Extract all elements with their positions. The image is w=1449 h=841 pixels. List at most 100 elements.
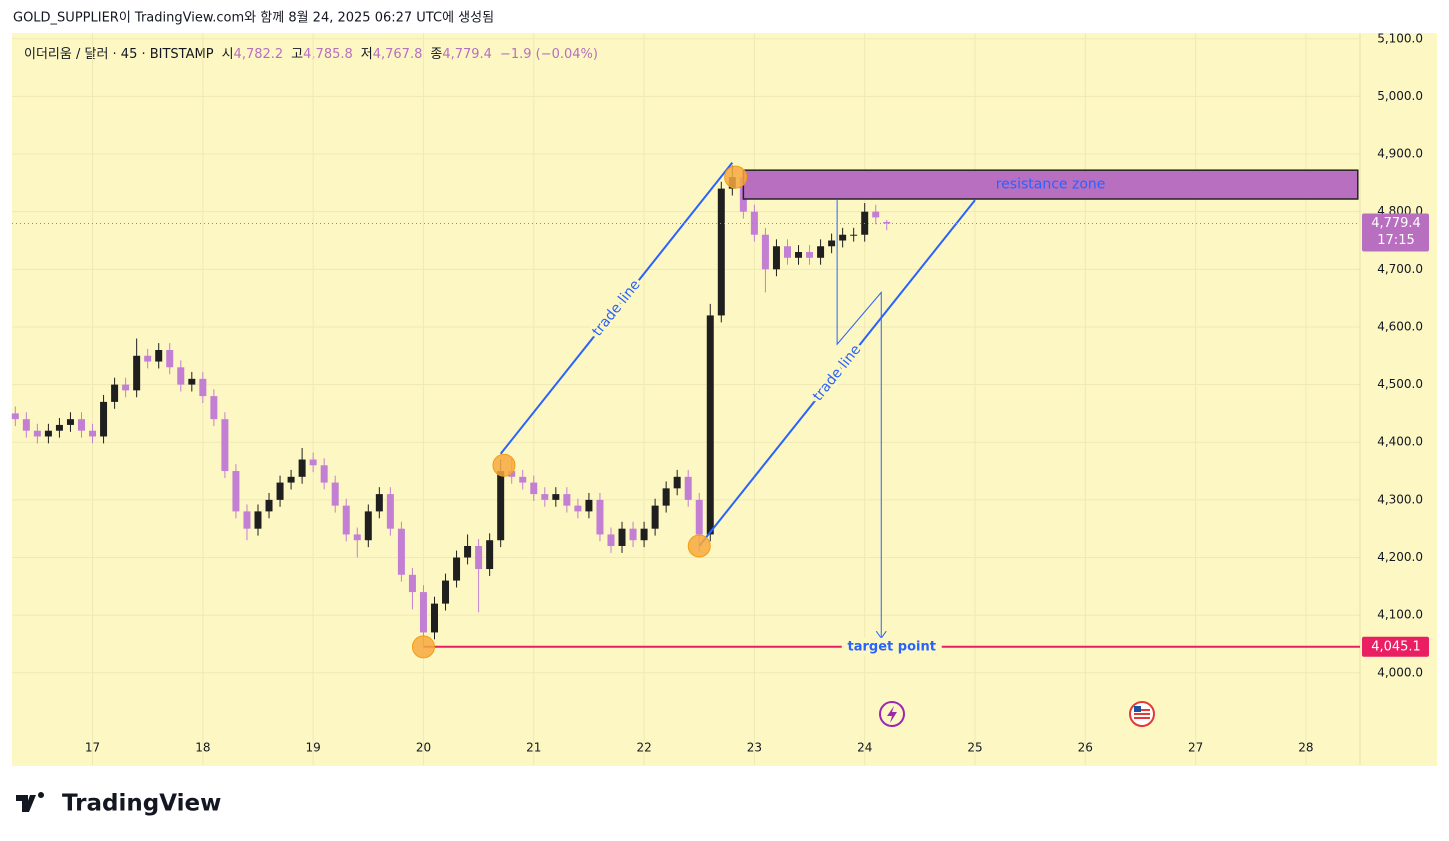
event-icon[interactable] — [879, 701, 905, 727]
candle-body — [144, 355, 152, 362]
candle-body — [651, 505, 659, 529]
candle-body — [243, 511, 251, 529]
candle-body — [453, 557, 461, 581]
x-tick-label: 27 — [1188, 741, 1203, 755]
low-label: 저 — [361, 47, 373, 62]
change: −1.9 (−0.04%) — [500, 47, 598, 62]
x-tick-label: 25 — [967, 741, 982, 755]
candle-body — [640, 528, 648, 541]
candle-body — [77, 419, 85, 431]
logo: TradingView — [16, 791, 221, 817]
target-label: target point — [848, 639, 936, 654]
candle-body — [177, 367, 185, 385]
legend: 이더리움 / 달러 · 45 · BITSTAMP 시4,782.2 고4,785.… — [24, 47, 598, 62]
flag-canton — [1134, 706, 1141, 712]
last-price-label: 4,779.4 — [1371, 216, 1421, 231]
pivot-marker — [687, 534, 711, 558]
candle-body — [232, 471, 240, 512]
candle-body — [717, 188, 725, 316]
x-tick-label: 21 — [526, 741, 541, 755]
candle-body — [695, 499, 703, 535]
candle-body — [828, 240, 836, 247]
candle-body — [22, 419, 30, 431]
y-tick-label: 4,900.0 — [1377, 147, 1423, 161]
candle-body — [100, 401, 108, 437]
open-label: 시 — [222, 47, 234, 62]
caption: GOLD_SUPPLIER이 TradingView.com와 함께 8월 24… — [13, 11, 494, 26]
x-tick-label: 17 — [85, 741, 100, 755]
open: 4,782.2 — [234, 47, 284, 62]
y-tick-label: 4,700.0 — [1377, 262, 1423, 276]
candle-body — [706, 315, 714, 535]
countdown: 17:15 — [1377, 233, 1414, 248]
candle-body — [89, 430, 97, 437]
x-tick-label: 24 — [857, 741, 872, 755]
trade-line — [499, 162, 734, 455]
candle-body — [519, 476, 527, 483]
x-tick-label: 22 — [636, 741, 651, 755]
candle-body — [254, 511, 262, 529]
pivot-marker — [492, 453, 516, 477]
target-label-bg — [841, 637, 942, 656]
candle-body — [276, 482, 284, 500]
candle-body — [563, 494, 571, 506]
candle-body — [265, 499, 273, 512]
candle-body — [442, 580, 450, 604]
candle-body — [772, 246, 780, 270]
candle-body — [419, 592, 427, 633]
last-price-tag — [1362, 213, 1429, 252]
lightning — [887, 706, 897, 723]
candle-body — [133, 355, 141, 391]
candle-body — [221, 419, 229, 472]
chart-background — [12, 33, 1437, 766]
x-tick-label: 28 — [1298, 741, 1313, 755]
candle-body — [850, 234, 858, 236]
candle-body — [199, 378, 207, 397]
y-tick-label: 4,300.0 — [1377, 492, 1423, 506]
candle-body — [364, 511, 372, 541]
candle-body — [552, 494, 560, 500]
brand: TradingView — [62, 791, 221, 817]
candle-body — [188, 378, 196, 385]
pivot-marker — [724, 165, 748, 189]
candle-body — [883, 221, 891, 224]
candle-body — [33, 430, 41, 437]
x-tick-label: 26 — [1078, 741, 1093, 755]
y-tick-label: 5,100.0 — [1377, 31, 1423, 45]
candle-body — [331, 482, 339, 506]
candle-body — [298, 459, 306, 477]
candle-body — [155, 350, 163, 362]
high: 4,785.8 — [303, 47, 353, 62]
candle-body — [320, 465, 328, 483]
candle-body — [309, 459, 317, 466]
x-tick-label: 19 — [306, 741, 321, 755]
candle-body — [618, 528, 626, 546]
y-tick-label: 5,000.0 — [1377, 89, 1423, 103]
candle-body — [475, 545, 483, 570]
candle-body — [817, 246, 825, 258]
target-price-tag — [1362, 636, 1429, 657]
candle-body — [783, 246, 791, 258]
candle-body — [486, 540, 494, 570]
y-tick-label: 4,500.0 — [1377, 377, 1423, 391]
candle-body — [386, 494, 394, 529]
candle-body — [287, 476, 295, 483]
candle-body — [497, 471, 505, 541]
trade-line — [698, 199, 976, 547]
close-label: 종 — [430, 47, 442, 62]
candle-body — [750, 211, 758, 235]
candle-body — [353, 534, 361, 541]
candle-body — [596, 499, 604, 535]
candle-body — [629, 528, 637, 541]
candle-body — [839, 234, 847, 241]
candle-body — [673, 476, 681, 489]
high-label: 고 — [291, 47, 303, 62]
logo-mark — [16, 792, 44, 812]
candle-body — [111, 384, 119, 402]
candle-body — [342, 505, 350, 535]
x-tick-label: 23 — [747, 741, 762, 755]
target-price-label: 4,045.1 — [1371, 639, 1421, 654]
projection-path — [836, 200, 882, 639]
candle-body — [55, 424, 63, 431]
